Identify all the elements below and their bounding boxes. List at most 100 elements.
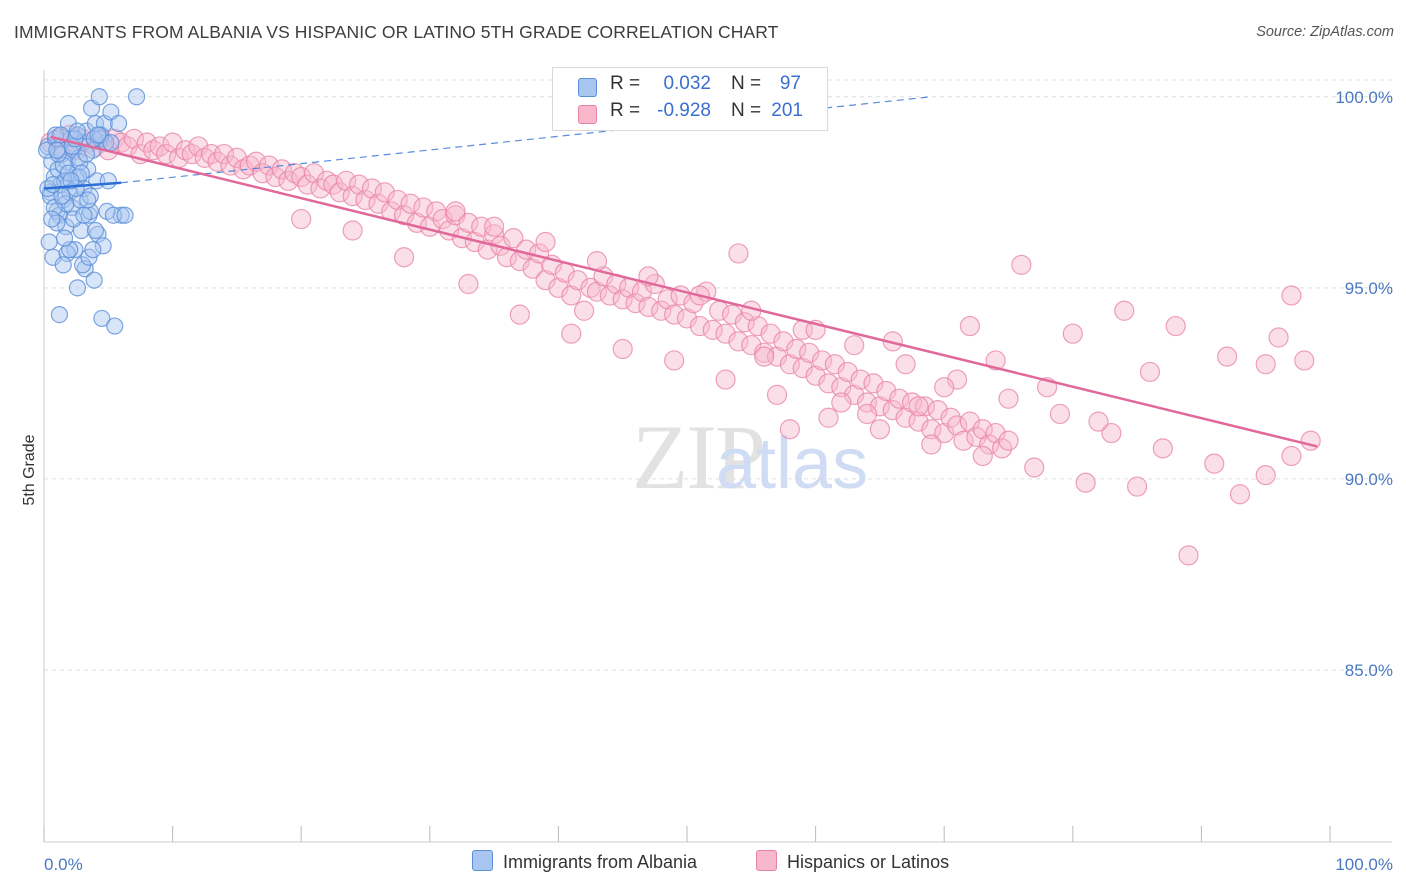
hispanic-point [869, 396, 891, 417]
hispanic-point [837, 361, 858, 383]
albania-point [127, 88, 146, 106]
hispanic-point [856, 392, 878, 413]
hispanic-point [664, 350, 685, 371]
hispanic-point [811, 350, 833, 371]
hispanic-point [786, 338, 807, 360]
hispanic-point [657, 289, 678, 310]
hispanic-point [484, 224, 505, 245]
albania-trend-line [43, 181, 122, 190]
axes [43, 70, 1392, 843]
hispanic-point [1255, 354, 1276, 375]
albania-point [116, 206, 134, 224]
hispanic-point [1300, 430, 1321, 451]
hispanic-point [561, 323, 582, 344]
hispanic-point [1062, 323, 1083, 344]
hispanic-point [612, 338, 633, 360]
y-tick-label: 100.0% [1335, 88, 1393, 107]
bottom-legend-swatch-hispanic [756, 850, 777, 871]
hispanic-point [715, 369, 736, 390]
hispanic-point [863, 373, 884, 394]
hispanic-point [162, 132, 183, 153]
y-tick-label: 85.0% [1345, 661, 1393, 680]
hispanic-trend-line [50, 135, 1318, 448]
legend-n-value: 201 [771, 100, 803, 121]
watermark-atlas: atlas [716, 424, 868, 504]
hispanic-point [535, 270, 556, 291]
bottom-legend-label-albania: Immigrants from Albania [503, 852, 698, 872]
albania-point [43, 210, 61, 228]
hispanic-point [979, 434, 1000, 455]
hispanic-point [1178, 545, 1199, 566]
hispanic-point [850, 369, 871, 390]
hispanic-point [998, 388, 1019, 409]
albania-point [68, 279, 87, 297]
hispanic-point [876, 380, 897, 402]
hispanic-point [946, 415, 968, 436]
legend-n-label: N = [731, 73, 762, 94]
watermark: ZIP atlas [632, 406, 868, 508]
hispanic-point [1139, 361, 1161, 383]
hispanic-point [985, 422, 1006, 444]
albania-point [99, 172, 117, 190]
hispanic-point [779, 419, 800, 440]
hispanic-point [721, 304, 743, 325]
hispanic-point [246, 151, 267, 172]
hispanic-point [805, 365, 826, 386]
albania-point [44, 176, 62, 194]
hispanic-point [393, 205, 415, 226]
albania-point [86, 221, 105, 240]
hispanic-point [882, 400, 903, 421]
hispanic-point [303, 163, 325, 184]
source-label: Source: ZipAtlas.com [1256, 24, 1394, 40]
hispanic-point [400, 193, 421, 214]
hispanic-point [432, 208, 453, 230]
hispanic-point [1101, 422, 1122, 444]
hispanic-point [226, 147, 247, 169]
hispanic-point [580, 277, 601, 298]
hispanic-point [574, 300, 595, 321]
hispanic-point [651, 300, 672, 321]
hispanic-point [509, 304, 530, 325]
hispanic-point [413, 197, 434, 218]
hispanic-point [374, 182, 395, 203]
hispanic-point [1204, 453, 1225, 474]
hispanic-point [484, 216, 505, 237]
hispanic-point [747, 315, 768, 337]
hispanic-point [342, 186, 363, 207]
legend-r-label: R = [610, 100, 641, 121]
albania-point [90, 88, 108, 106]
hispanic-point [567, 270, 588, 291]
hispanic-point [503, 228, 524, 249]
albania-point [64, 210, 83, 228]
hispanic-point [458, 212, 479, 233]
hispanic-point [799, 342, 820, 363]
legend-box: R = 0.032 N = 97 R = -0.928 N = 201 [552, 67, 828, 131]
hispanic-point [1011, 254, 1032, 276]
albania-point [84, 241, 102, 259]
hispanic-point [779, 354, 800, 375]
hispanic-point [393, 247, 415, 268]
hispanic-point [934, 377, 955, 398]
hispanic-point [972, 419, 993, 440]
hispanic-point [329, 182, 350, 203]
hispanic-point [1294, 350, 1315, 371]
hispanic-point [638, 296, 659, 318]
hispanic-point [754, 346, 775, 367]
hispanic-point [1152, 438, 1173, 459]
hispanic-point [715, 323, 736, 344]
hispanic-point [676, 308, 698, 329]
hispanic-point [766, 384, 788, 405]
hispanic-point [908, 411, 929, 432]
albania-point [48, 141, 66, 159]
legend-r-value: 0.032 [663, 73, 711, 94]
hispanic-point [188, 136, 209, 157]
hispanic-point [586, 281, 608, 302]
hispanic-point [291, 208, 312, 230]
bottom-legend-swatch-albania [472, 850, 493, 871]
albania-point [50, 305, 69, 324]
hispanic-point [760, 323, 781, 344]
hispanic-point [535, 231, 556, 253]
chart-title: IMMIGRANTS FROM ALBANIA VS HISPANIC OR L… [14, 22, 779, 42]
hispanic-point [368, 193, 389, 214]
